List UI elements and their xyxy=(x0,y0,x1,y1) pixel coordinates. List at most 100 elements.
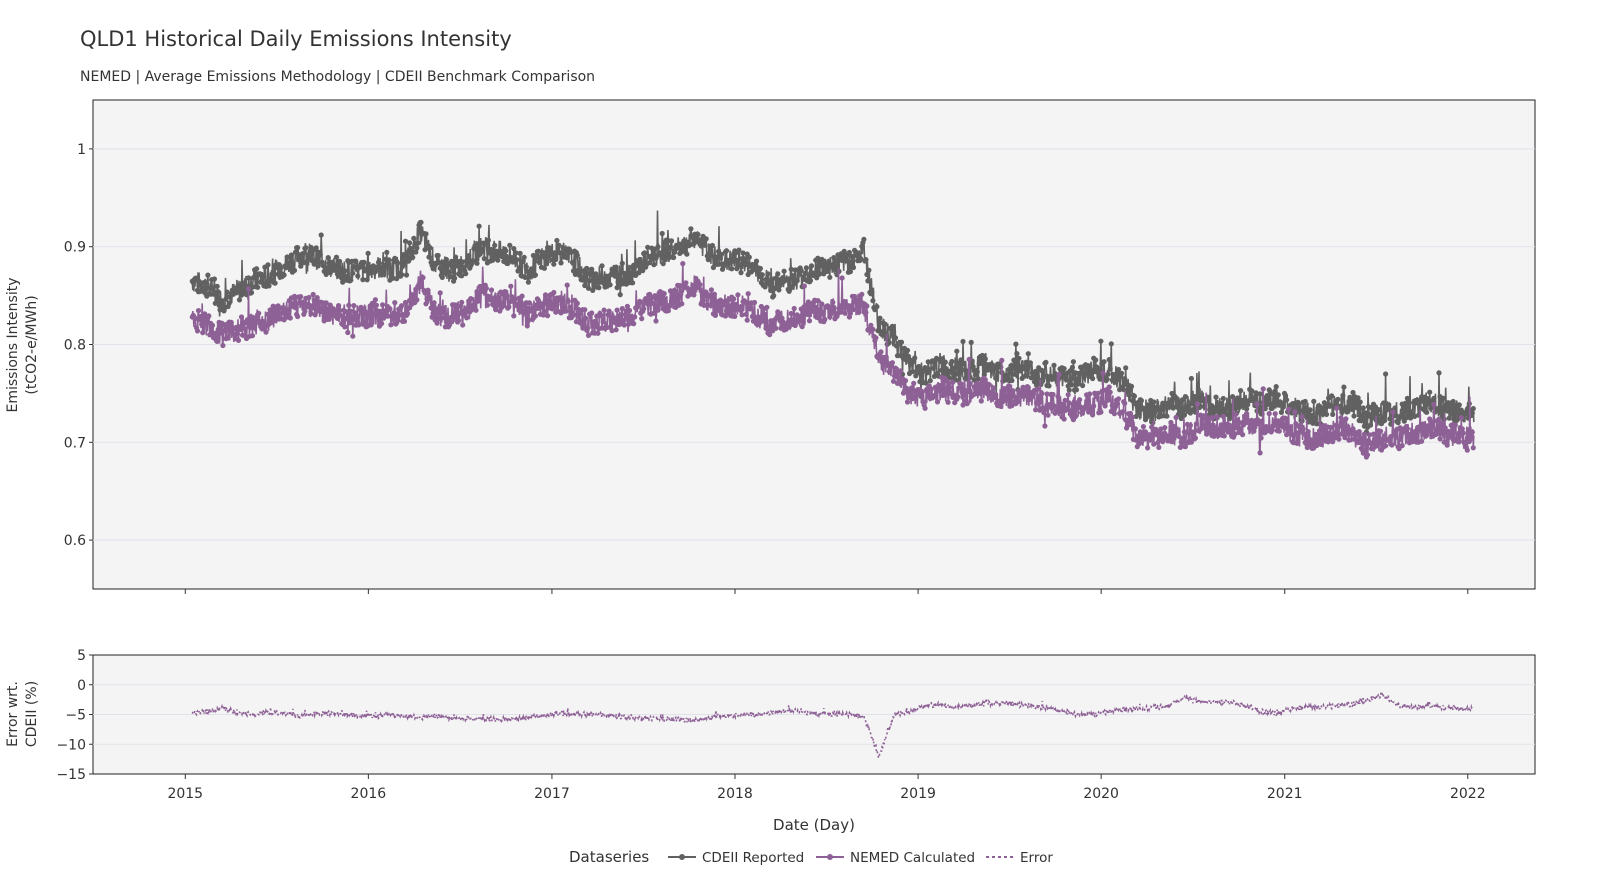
data-point xyxy=(914,369,920,375)
top-x-axis-ticks xyxy=(184,589,1469,594)
data-point xyxy=(559,250,565,256)
data-point xyxy=(856,251,862,257)
legend-item-error[interactable]: Error xyxy=(986,850,1053,866)
data-point xyxy=(928,386,934,392)
data-point xyxy=(272,317,278,323)
data-point xyxy=(1272,411,1278,417)
x-tick-label: 2017 xyxy=(534,786,570,802)
data-point xyxy=(892,335,899,341)
data-point xyxy=(1314,442,1320,449)
data-point xyxy=(552,250,558,256)
data-point xyxy=(619,260,625,266)
data-point xyxy=(931,393,938,399)
data-point xyxy=(269,312,275,318)
data-point xyxy=(1446,415,1452,421)
data-point xyxy=(645,301,651,307)
data-point xyxy=(873,335,879,341)
data-point xyxy=(323,300,329,306)
data-point xyxy=(743,261,749,267)
data-point xyxy=(434,320,440,326)
data-point xyxy=(535,248,542,254)
data-point xyxy=(1341,384,1347,390)
data-point xyxy=(514,257,520,263)
data-point xyxy=(1353,403,1359,409)
data-point xyxy=(427,245,433,251)
data-point xyxy=(532,272,539,278)
data-point xyxy=(762,284,768,290)
data-point xyxy=(576,311,582,317)
data-point xyxy=(620,317,626,324)
data-point xyxy=(1105,397,1111,403)
data-point xyxy=(475,241,481,247)
data-point xyxy=(385,263,391,269)
data-point xyxy=(235,287,242,293)
legend-label-cdeii: CDEII Reported xyxy=(702,850,804,866)
data-point xyxy=(360,277,366,283)
data-point xyxy=(877,315,883,321)
data-point xyxy=(1128,383,1135,389)
data-point xyxy=(1311,398,1317,404)
data-point xyxy=(882,321,888,327)
data-point xyxy=(1313,416,1319,422)
data-point xyxy=(278,265,284,271)
data-point xyxy=(1173,414,1179,421)
data-point xyxy=(349,314,355,320)
data-point xyxy=(794,278,800,284)
data-point xyxy=(1424,432,1430,438)
data-point xyxy=(613,327,619,333)
data-point xyxy=(735,292,741,298)
data-point xyxy=(651,310,657,316)
data-point xyxy=(1424,409,1430,415)
data-point xyxy=(1238,427,1244,433)
data-point xyxy=(285,310,291,316)
data-point xyxy=(587,278,593,284)
data-point xyxy=(1463,411,1469,417)
data-point xyxy=(1061,366,1067,372)
data-point xyxy=(313,245,319,251)
legend-item-nemed[interactable]: NEMED Calculated xyxy=(816,850,975,866)
data-point xyxy=(740,250,746,256)
data-point xyxy=(1342,435,1348,441)
data-point xyxy=(550,304,556,310)
data-point xyxy=(211,276,217,282)
data-point xyxy=(716,261,723,267)
data-point xyxy=(1238,388,1244,394)
data-point xyxy=(570,312,577,318)
data-point xyxy=(742,299,748,305)
data-point xyxy=(1340,392,1346,399)
data-point xyxy=(512,296,518,302)
data-point xyxy=(413,249,419,255)
data-point xyxy=(367,269,373,275)
data-point xyxy=(1278,409,1284,415)
data-point xyxy=(448,319,454,325)
data-point xyxy=(832,266,838,273)
data-point xyxy=(315,263,321,269)
data-point xyxy=(838,309,844,315)
data-point xyxy=(1083,404,1089,410)
data-point xyxy=(281,272,287,278)
data-point xyxy=(898,339,905,345)
data-point xyxy=(585,285,592,291)
data-point xyxy=(542,292,549,298)
data-point xyxy=(356,322,362,328)
data-point xyxy=(1387,416,1393,422)
data-point xyxy=(1188,439,1194,445)
data-point xyxy=(580,277,586,283)
data-point xyxy=(1218,400,1224,406)
data-point xyxy=(492,242,498,248)
data-point xyxy=(870,298,876,304)
data-point xyxy=(1146,403,1152,409)
legend-item-cdeii[interactable]: CDEII Reported xyxy=(668,850,804,866)
data-point xyxy=(665,308,672,314)
data-point xyxy=(1113,377,1120,383)
data-point xyxy=(1129,414,1135,420)
data-point xyxy=(385,313,391,319)
data-point xyxy=(1440,429,1446,435)
data-point xyxy=(353,258,359,264)
data-point xyxy=(1355,395,1361,401)
bottom-y-tick-label: 0 xyxy=(77,678,86,694)
data-point xyxy=(1070,359,1076,365)
data-point xyxy=(600,319,606,325)
data-point xyxy=(864,303,870,309)
data-point xyxy=(959,367,965,373)
